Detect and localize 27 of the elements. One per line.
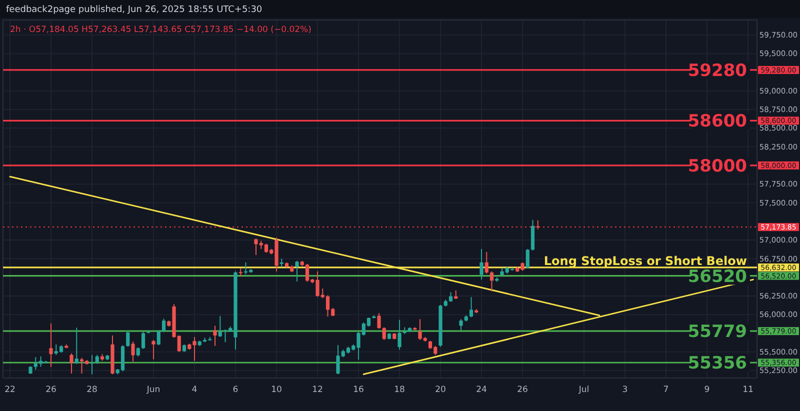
x-tick-label: 22 <box>4 385 16 395</box>
x-tick-label: 18 <box>394 385 405 395</box>
x-tick-label: Jun <box>146 385 160 395</box>
ref-line-label: 58000 <box>688 156 748 176</box>
ref-line-label: 55356 <box>688 354 747 374</box>
x-tick-label: 12 <box>312 385 323 395</box>
ref-line-label: 56520 <box>688 266 748 287</box>
ref-line-label: Long StopLoss or Short Below <box>544 254 747 268</box>
x-tick-label: 26 <box>46 385 56 395</box>
x-tick-label: 24 <box>476 385 487 395</box>
x-tick-label: 20 <box>435 385 446 395</box>
x-tick-label: 16 <box>353 385 364 395</box>
text: feedback2page published, Jun 26, 2025 18:55 UTC+5:30 <box>6 5 262 15</box>
x-tick-label: Jul <box>578 385 590 395</box>
ref-line-label: 55779 <box>688 322 747 342</box>
x-tick-label: 7 <box>663 385 669 395</box>
ref-line-label: 59280 <box>688 60 748 81</box>
x-tick-label: 3 <box>622 385 628 395</box>
x-tick-label: 28 <box>86 385 98 395</box>
x-tick-label: 4 <box>192 385 198 395</box>
x-tick-label: 6 <box>232 385 238 395</box>
x-tick-label: 11 <box>742 385 754 395</box>
x-tick-label: 10 <box>271 385 282 395</box>
annotation: 2h · O57,184.05 H57,263.45 L57,143.65 C57,173.85 −14.00 (−0.02%) <box>10 25 312 35</box>
x-tick-label: 9 <box>704 385 710 395</box>
x-tick-label: 26 <box>517 385 528 395</box>
ref-line-label: 58600 <box>688 112 748 132</box>
